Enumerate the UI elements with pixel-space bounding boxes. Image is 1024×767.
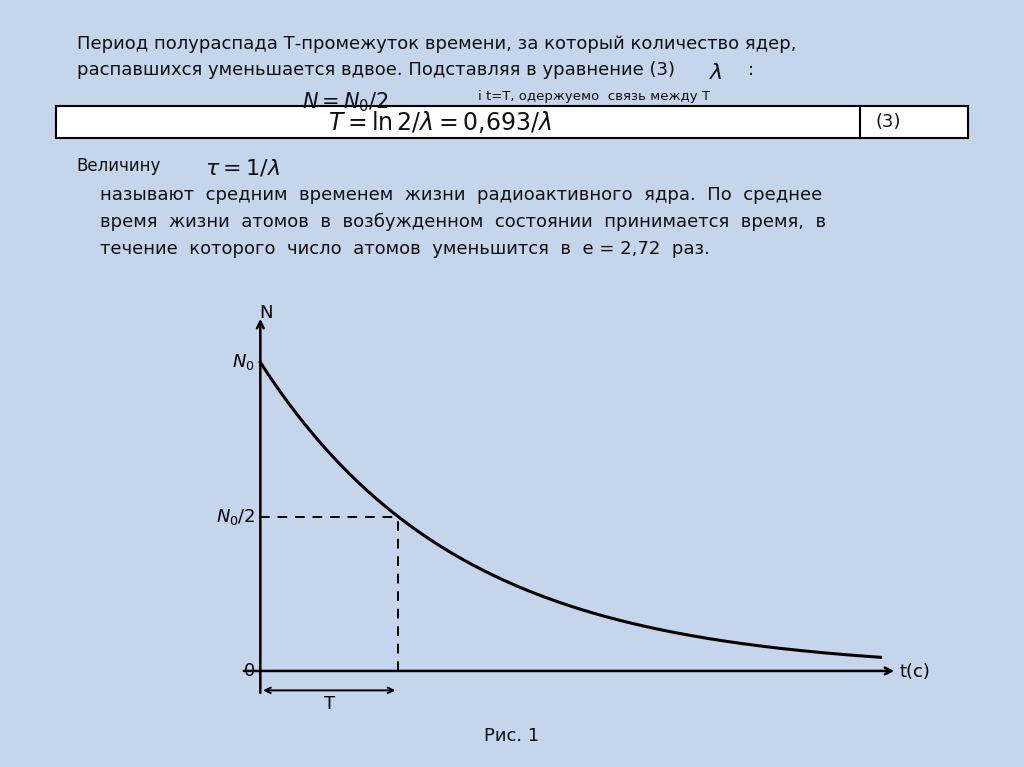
Text: t(с): t(с) bbox=[900, 663, 931, 682]
Text: i t=T, одержуемо  связь между Т: i t=T, одержуемо связь между Т bbox=[478, 90, 711, 103]
Text: :: : bbox=[748, 61, 754, 79]
Text: $\tau = 1/ \lambda$: $\tau = 1/ \lambda$ bbox=[205, 157, 280, 178]
Text: называют  средним  временем  жизни  радиоактивного  ядра.  По  среднее: называют средним временем жизни радиоакт… bbox=[77, 186, 822, 204]
Text: T: T bbox=[324, 696, 335, 713]
Text: распавшихся уменьшается вдвое. Подставляя в уравнение (3): распавшихся уменьшается вдвое. Подставля… bbox=[77, 61, 675, 79]
Text: $N_0/2$: $N_0/2$ bbox=[216, 507, 255, 527]
Text: N: N bbox=[259, 304, 272, 322]
Text: $N = N_0 / 2$: $N = N_0 / 2$ bbox=[302, 91, 388, 114]
Text: Период полураспада Т-промежуток времени, за который количество ядер,: Период полураспада Т-промежуток времени,… bbox=[77, 35, 797, 52]
Text: $N_0$: $N_0$ bbox=[232, 352, 255, 372]
Text: течение  которого  число  атомов  уменьшится  в  е = 2,72  раз.: течение которого число атомов уменьшится… bbox=[77, 240, 710, 258]
Text: 0: 0 bbox=[244, 662, 255, 680]
Text: (3): (3) bbox=[876, 113, 900, 131]
Text: $\lambda$: $\lambda$ bbox=[709, 63, 723, 83]
Text: время  жизни  атомов  в  возбужденном  состоянии  принимается  время,  в: время жизни атомов в возбужденном состоя… bbox=[77, 213, 826, 232]
FancyBboxPatch shape bbox=[56, 106, 968, 138]
Text: $T = \ln 2 / \lambda = 0{,}693 / \lambda$: $T = \ln 2 / \lambda = 0{,}693 / \lambda… bbox=[329, 109, 552, 135]
Text: Величину: Величину bbox=[77, 157, 161, 175]
Text: Рис. 1: Рис. 1 bbox=[484, 727, 540, 746]
